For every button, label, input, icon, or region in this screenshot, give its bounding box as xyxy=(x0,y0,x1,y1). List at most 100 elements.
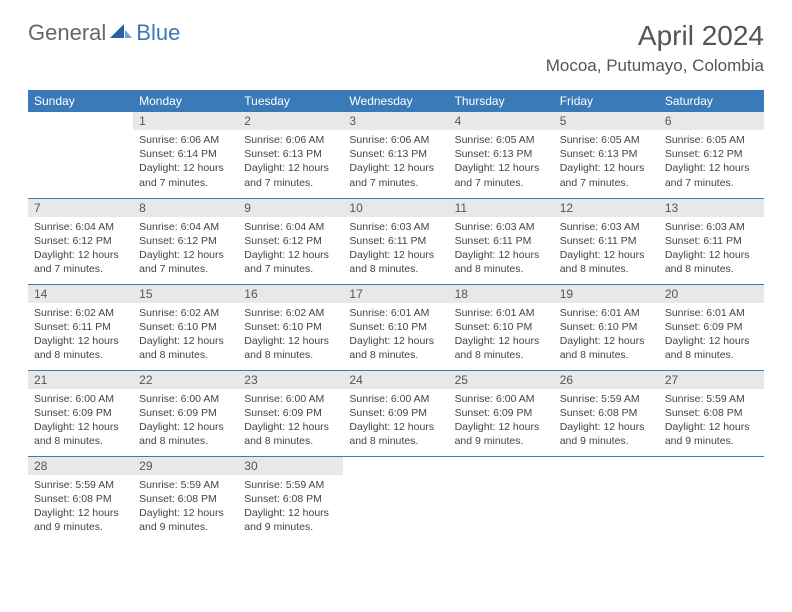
calendar-body: 1Sunrise: 6:06 AMSunset: 6:14 PMDaylight… xyxy=(28,112,764,542)
calendar-cell: 26 Sunrise: 5:59 AMSunset: 6:08 PMDayligh… xyxy=(554,370,659,456)
day-number: 10 xyxy=(343,199,448,217)
calendar-cell xyxy=(659,456,764,542)
sunset-text: Sunset: 6:12 PM xyxy=(139,234,232,248)
calendar-cell: 18Sunrise: 6:01 AMSunset: 6:10 PMDayligh… xyxy=(449,284,554,370)
day-info: Sunrise: 6:02 AMSunset: 6:10 PMDaylight:… xyxy=(133,303,238,363)
daylight-text: Daylight: 12 hours and 8 minutes. xyxy=(455,248,548,276)
sunset-text: Sunset: 6:08 PM xyxy=(34,492,127,506)
calendar-week-row: 1Sunrise: 6:06 AMSunset: 6:14 PMDaylight… xyxy=(28,112,764,198)
daylight-text: Daylight: 12 hours and 7 minutes. xyxy=(455,161,548,189)
day-number: 18 xyxy=(449,285,554,303)
daylight-text: Daylight: 12 hours and 8 minutes. xyxy=(244,420,337,448)
calendar-cell: 29Sunrise: 5:59 AMSunset: 6:08 PMDayligh… xyxy=(133,456,238,542)
daylight-text: Daylight: 12 hours and 7 minutes. xyxy=(560,161,653,189)
sunrise-text: Sunrise: 6:00 AM xyxy=(34,392,127,406)
day-number: 22 xyxy=(133,371,238,389)
daylight-text: Daylight: 12 hours and 8 minutes. xyxy=(560,248,653,276)
calendar-cell xyxy=(343,456,448,542)
weekday-monday: Monday xyxy=(133,90,238,112)
sunrise-text: Sunrise: 5:59 AM xyxy=(665,392,758,406)
day-number: 11 xyxy=(449,199,554,217)
day-number: 5 xyxy=(554,112,659,130)
daylight-text: Daylight: 12 hours and 7 minutes. xyxy=(244,248,337,276)
sunset-text: Sunset: 6:08 PM xyxy=(244,492,337,506)
day-info: Sunrise: 5:59 AMSunset: 6:08 PMDaylight:… xyxy=(659,389,764,449)
sunrise-text: Sunrise: 5:59 AM xyxy=(34,478,127,492)
day-number: 3 xyxy=(343,112,448,130)
sunset-text: Sunset: 6:11 PM xyxy=(34,320,127,334)
day-number xyxy=(449,457,554,461)
daylight-text: Daylight: 12 hours and 8 minutes. xyxy=(349,420,442,448)
day-info: Sunrise: 6:02 AMSunset: 6:11 PMDaylight:… xyxy=(28,303,133,363)
day-info: Sunrise: 6:03 AMSunset: 6:11 PMDaylight:… xyxy=(449,217,554,277)
day-info: Sunrise: 6:04 AMSunset: 6:12 PMDaylight:… xyxy=(238,217,343,277)
daylight-text: Daylight: 12 hours and 8 minutes. xyxy=(560,334,653,362)
daylight-text: Daylight: 12 hours and 7 minutes. xyxy=(665,161,758,189)
weekday-tuesday: Tuesday xyxy=(238,90,343,112)
calendar-table: Sunday Monday Tuesday Wednesday Thursday… xyxy=(28,90,764,542)
sunrise-text: Sunrise: 6:05 AM xyxy=(560,133,653,147)
calendar-cell xyxy=(28,112,133,198)
sunrise-text: Sunrise: 6:03 AM xyxy=(349,220,442,234)
sunrise-text: Sunrise: 6:00 AM xyxy=(455,392,548,406)
daylight-text: Daylight: 12 hours and 7 minutes. xyxy=(244,161,337,189)
day-info: Sunrise: 6:03 AMSunset: 6:11 PMDaylight:… xyxy=(659,217,764,277)
day-info: Sunrise: 5:59 AMSunset: 6:08 PMDaylight:… xyxy=(28,475,133,535)
day-info: Sunrise: 6:00 AMSunset: 6:09 PMDaylight:… xyxy=(28,389,133,449)
day-info: Sunrise: 6:01 AMSunset: 6:09 PMDaylight:… xyxy=(659,303,764,363)
sunrise-text: Sunrise: 5:59 AM xyxy=(139,478,232,492)
day-info: Sunrise: 6:05 AMSunset: 6:13 PMDaylight:… xyxy=(449,130,554,190)
calendar-cell: 17Sunrise: 6:01 AMSunset: 6:10 PMDayligh… xyxy=(343,284,448,370)
calendar-cell: 28Sunrise: 5:59 AMSunset: 6:08 PMDayligh… xyxy=(28,456,133,542)
sunset-text: Sunset: 6:13 PM xyxy=(349,147,442,161)
day-number: 7 xyxy=(28,199,133,217)
daylight-text: Daylight: 12 hours and 9 minutes. xyxy=(665,420,758,448)
sunrise-text: Sunrise: 6:04 AM xyxy=(34,220,127,234)
weekday-wednesday: Wednesday xyxy=(343,90,448,112)
sunset-text: Sunset: 6:10 PM xyxy=(139,320,232,334)
calendar-cell: 4Sunrise: 6:05 AMSunset: 6:13 PMDaylight… xyxy=(449,112,554,198)
weekday-saturday: Saturday xyxy=(659,90,764,112)
day-number: 19 xyxy=(554,285,659,303)
day-info: Sunrise: 5:59 AMSunset: 6:08 PMDaylight:… xyxy=(238,475,343,535)
sunrise-text: Sunrise: 5:59 AM xyxy=(244,478,337,492)
day-info: Sunrise: 6:04 AMSunset: 6:12 PMDaylight:… xyxy=(133,217,238,277)
sunset-text: Sunset: 6:13 PM xyxy=(455,147,548,161)
calendar-cell: 3Sunrise: 6:06 AMSunset: 6:13 PMDaylight… xyxy=(343,112,448,198)
sunset-text: Sunset: 6:09 PM xyxy=(244,406,337,420)
day-info: Sunrise: 6:06 AMSunset: 6:13 PMDaylight:… xyxy=(238,130,343,190)
calendar-week-row: 21Sunrise: 6:00 AMSunset: 6:09 PMDayligh… xyxy=(28,370,764,456)
sunrise-text: Sunrise: 6:03 AM xyxy=(455,220,548,234)
day-info: Sunrise: 5:59 AMSunset: 6:08 PMDaylight:… xyxy=(133,475,238,535)
sunrise-text: Sunrise: 6:03 AM xyxy=(560,220,653,234)
sunrise-text: Sunrise: 5:59 AM xyxy=(560,392,653,406)
daylight-text: Daylight: 12 hours and 9 minutes. xyxy=(560,420,653,448)
day-number: 24 xyxy=(343,371,448,389)
calendar-cell: 19Sunrise: 6:01 AMSunset: 6:10 PMDayligh… xyxy=(554,284,659,370)
title-block: April 2024 Mocoa, Putumayo, Colombia xyxy=(546,20,764,76)
calendar-cell xyxy=(449,456,554,542)
day-number xyxy=(28,112,133,116)
day-info: Sunrise: 6:06 AMSunset: 6:14 PMDaylight:… xyxy=(133,130,238,190)
sunset-text: Sunset: 6:12 PM xyxy=(665,147,758,161)
daylight-text: Daylight: 12 hours and 8 minutes. xyxy=(665,248,758,276)
sunset-text: Sunset: 6:13 PM xyxy=(244,147,337,161)
day-number: 8 xyxy=(133,199,238,217)
sunrise-text: Sunrise: 6:05 AM xyxy=(455,133,548,147)
daylight-text: Daylight: 12 hours and 9 minutes. xyxy=(244,506,337,534)
day-number: 26 xyxy=(554,371,659,389)
sunrise-text: Sunrise: 6:06 AM xyxy=(139,133,232,147)
day-number: 23 xyxy=(238,371,343,389)
sunrise-text: Sunrise: 6:04 AM xyxy=(139,220,232,234)
sunrise-text: Sunrise: 6:00 AM xyxy=(244,392,337,406)
sunset-text: Sunset: 6:08 PM xyxy=(560,406,653,420)
day-number: 9 xyxy=(238,199,343,217)
day-number xyxy=(659,457,764,461)
sunset-text: Sunset: 6:12 PM xyxy=(244,234,337,248)
logo-text-general: General xyxy=(28,20,106,46)
daylight-text: Daylight: 12 hours and 8 minutes. xyxy=(349,248,442,276)
daylight-text: Daylight: 12 hours and 8 minutes. xyxy=(455,334,548,362)
sunrise-text: Sunrise: 6:00 AM xyxy=(139,392,232,406)
calendar-week-row: 28Sunrise: 5:59 AMSunset: 6:08 PMDayligh… xyxy=(28,456,764,542)
weekday-sunday: Sunday xyxy=(28,90,133,112)
